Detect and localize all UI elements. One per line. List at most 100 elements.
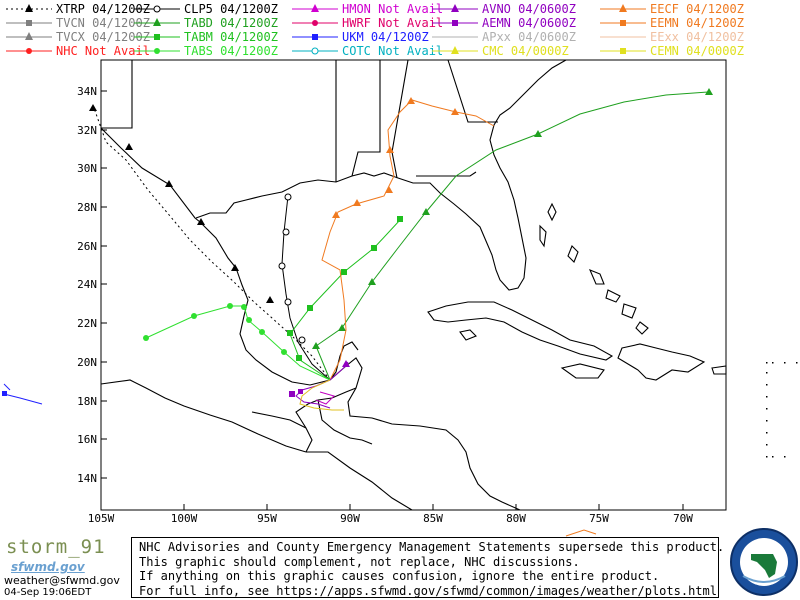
water-district-seal-logo — [730, 528, 798, 596]
island-dots — [766, 362, 798, 458]
legend-label: COTC Not Avail — [342, 44, 444, 58]
lat-label: 22N — [77, 317, 97, 330]
legend-swatch — [6, 20, 52, 26]
track-tabs — [143, 303, 331, 381]
lon-label: 85W — [423, 512, 443, 525]
legend-swatch — [432, 4, 478, 12]
legend-swatch — [292, 47, 338, 55]
legend-label: HMON Not Avail — [342, 2, 444, 16]
legend-marker — [619, 4, 627, 12]
lon-label: 90W — [340, 512, 360, 525]
legend-marker — [154, 48, 160, 54]
lon-label: 70W — [673, 512, 693, 525]
track-eecf — [321, 97, 495, 381]
legend-swatch — [600, 20, 646, 26]
brand-title: storm_91 — [6, 536, 106, 558]
legend-swatch — [292, 20, 338, 26]
lon-label: 75W — [589, 512, 609, 525]
legend-marker — [311, 4, 319, 12]
caribbean-islands — [427, 202, 727, 381]
lat-label: 32N — [77, 124, 97, 137]
legend-swatch — [134, 34, 180, 40]
track-tabm — [287, 216, 403, 381]
legend-swatch — [292, 34, 338, 40]
disclaimer-line-3: If anything on this graphic causes confu… — [139, 569, 660, 583]
track-cmc — [299, 379, 597, 537]
legend-marker — [452, 20, 458, 26]
legend-label: TABS 04/1200Z — [184, 44, 278, 58]
lat-label: 18N — [77, 395, 97, 408]
legend-label: HWRF Not Avail — [342, 16, 444, 30]
legend-marker — [312, 20, 318, 26]
legend-label: AEMN 04/0600Z — [482, 16, 576, 30]
legend-marker — [154, 34, 160, 40]
legend-swatch — [432, 46, 478, 54]
legend-marker — [312, 34, 318, 40]
legend-marker — [620, 20, 626, 26]
track-clp5 — [278, 193, 331, 381]
lat-label: 16N — [77, 433, 97, 446]
legend-label: UKM 04/1200Z — [342, 30, 429, 44]
legend-marker — [620, 48, 626, 54]
map-frame — [100, 59, 727, 511]
legend-swatch — [134, 18, 180, 26]
lat-label: 20N — [77, 356, 97, 369]
model-legend: XTRP 04/1200Z TVCN 04/1200Z TVCX 04/1200Z N… — [0, 0, 800, 58]
legend-label: AVNO 04/0600Z — [482, 2, 576, 16]
legend-marker — [451, 46, 459, 54]
legend-marker — [311, 47, 319, 55]
legend-marker — [26, 48, 32, 54]
legend-swatch — [134, 48, 180, 54]
legend-label: TVCX 04/1200Z — [56, 30, 150, 44]
legend-label: TABD 04/1200Z — [184, 16, 278, 30]
legend-marker — [25, 4, 33, 12]
legend-label: CEMN 04/0000Z — [650, 44, 744, 58]
coastlines — [100, 59, 567, 511]
disclaimer-line-1: NHC Advisories and County Emergency Mana… — [139, 540, 725, 554]
track-avno — [289, 360, 350, 409]
brand-site-link[interactable]: sfwmd.gov — [11, 560, 85, 574]
legend-swatch — [432, 20, 478, 26]
lon-label: 95W — [257, 512, 277, 525]
legend-swatch — [600, 36, 646, 38]
lon-label: 100W — [171, 512, 198, 525]
lat-label: 28N — [77, 201, 97, 214]
lat-label: 24N — [77, 278, 97, 291]
track-ukm — [2, 383, 43, 405]
legend-label: EEMN 04/1200Z — [650, 16, 744, 30]
legend-label: CLP5 04/1200Z — [184, 2, 278, 16]
disclaimer-line-4[interactable]: For full info, see https://apps.sfwmd.go… — [139, 583, 717, 598]
lon-label: 80W — [506, 512, 526, 525]
legend-label: TVCN 04/1200Z — [56, 16, 150, 30]
legend-swatch — [600, 48, 646, 54]
legend-label: EECF 04/1200Z — [650, 2, 744, 16]
legend-marker — [451, 4, 459, 12]
xtrp-marker — [89, 104, 97, 111]
brand-block: storm_91 sfwmd.gov weather@sfwmd.gov 04-… — [3, 536, 129, 600]
latitude-labels: 14N 16N 18N 20N 22N 24N 26N 28N 30N 32N 34N — [77, 85, 97, 485]
track-xtrp — [89, 104, 331, 381]
legend-swatch — [292, 4, 338, 12]
legend-label: TABM 04/1200Z — [184, 30, 278, 44]
lat-label: 34N — [77, 85, 97, 98]
legend-swatch — [600, 4, 646, 12]
legend-label: XTRP 04/1200Z — [56, 2, 150, 16]
legend-label: APxx 04/0600Z — [482, 30, 576, 44]
axis-ticks — [100, 90, 684, 510]
lat-label: 14N — [77, 472, 97, 485]
disclaimer-box: NHC Advisories and County Emergency Mana… — [131, 537, 725, 598]
legend-swatch — [134, 5, 180, 13]
track-tabd — [312, 88, 713, 381]
longitude-labels: 105W 100W 95W 90W 85W 80W 75W 70W — [88, 512, 694, 525]
lat-label: 26N — [77, 240, 97, 253]
disclaimer-line-2: This graphic should complement, not repl… — [139, 554, 580, 569]
legend-swatch — [432, 36, 478, 38]
lon-label: 105W — [88, 512, 115, 525]
legend-marker — [153, 18, 161, 26]
legend-swatch — [6, 4, 52, 12]
legend-label: NHC Not Avail — [56, 44, 150, 58]
brand-email[interactable]: weather@sfwmd.gov — [4, 574, 120, 587]
legend-label: EExx 04/1200Z — [650, 30, 744, 44]
legend-marker — [153, 5, 161, 13]
